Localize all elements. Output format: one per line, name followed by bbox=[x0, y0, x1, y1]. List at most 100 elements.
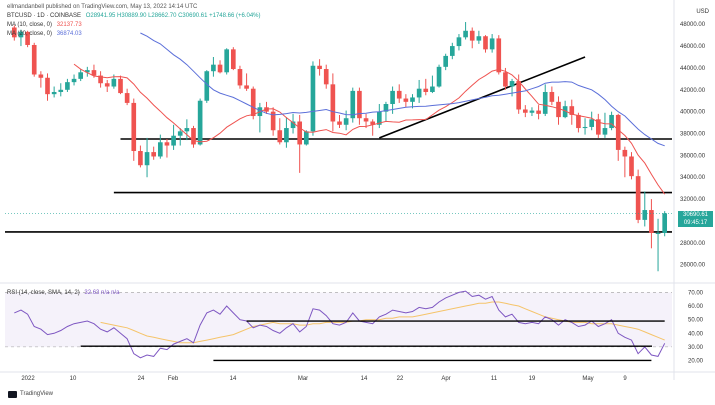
candle-body bbox=[423, 88, 429, 92]
candle-body bbox=[191, 128, 196, 145]
candle-body bbox=[237, 69, 243, 86]
candle bbox=[244, 73, 249, 91]
candle-body bbox=[416, 88, 422, 98]
candle-body bbox=[635, 176, 641, 220]
candle bbox=[138, 145, 143, 168]
candle bbox=[496, 35, 502, 75]
candle bbox=[522, 105, 528, 118]
candle-body bbox=[469, 30, 475, 41]
candle bbox=[489, 34, 495, 53]
legend-ma20[interactable]: MA (20, close, 0) 36874.03 bbox=[7, 31, 82, 37]
candle bbox=[144, 137, 150, 178]
candle-body bbox=[197, 100, 203, 145]
candle bbox=[151, 146, 157, 160]
candle-body bbox=[556, 101, 561, 118]
candle-body bbox=[337, 121, 342, 125]
legend-ma10-label: MA (10, close, 0) bbox=[7, 22, 53, 28]
candle-body bbox=[65, 82, 70, 90]
candle bbox=[403, 94, 409, 108]
time-tick-label: May bbox=[582, 376, 593, 382]
candle-body bbox=[569, 106, 575, 115]
candle bbox=[323, 64, 329, 89]
candle bbox=[303, 130, 309, 146]
candle-body bbox=[589, 119, 595, 127]
candle-body bbox=[562, 106, 568, 118]
legend-ma10-value: 32137.73 bbox=[56, 22, 82, 28]
candle-body bbox=[164, 142, 170, 146]
candle bbox=[449, 42, 455, 60]
candle bbox=[297, 114, 303, 173]
tradingview-watermark[interactable]: TradingView bbox=[8, 391, 53, 398]
candle-body bbox=[662, 213, 668, 233]
candle-body bbox=[536, 110, 541, 114]
candle-body bbox=[45, 77, 50, 95]
price-tick-label: 32000.00 bbox=[680, 197, 706, 203]
candle bbox=[65, 78, 70, 92]
candle-body bbox=[138, 151, 143, 166]
candle-body bbox=[111, 78, 117, 87]
candle-body bbox=[244, 85, 249, 89]
candle bbox=[436, 64, 442, 88]
candle bbox=[211, 57, 216, 77]
candle-body bbox=[642, 210, 648, 220]
candle-body bbox=[622, 149, 628, 157]
candle bbox=[383, 101, 389, 122]
candle-body bbox=[78, 72, 84, 79]
legend-ma10[interactable]: MA (10, close, 0) 32137.73 bbox=[7, 22, 82, 28]
candle-body bbox=[376, 111, 382, 125]
candle-body bbox=[151, 152, 157, 157]
candle-body bbox=[403, 98, 409, 102]
candle bbox=[237, 65, 243, 89]
candle-body bbox=[609, 114, 614, 129]
candle-body bbox=[363, 118, 369, 122]
candle-body bbox=[582, 126, 588, 129]
candle-body bbox=[330, 84, 336, 122]
price-tick-label: 34000.00 bbox=[680, 175, 706, 181]
candle-body bbox=[104, 83, 110, 87]
candle-body bbox=[71, 78, 77, 83]
candle-body bbox=[118, 78, 123, 94]
price-tick-label: 38000.00 bbox=[680, 132, 706, 138]
candle bbox=[277, 118, 283, 145]
candle-body bbox=[124, 93, 130, 103]
candle bbox=[396, 84, 402, 103]
price-tick-label: 40000.00 bbox=[680, 110, 706, 116]
candle bbox=[589, 111, 595, 131]
candle bbox=[556, 96, 561, 125]
candle-body bbox=[602, 128, 608, 135]
legend-ma20-value: 36874.03 bbox=[56, 31, 82, 37]
candle bbox=[443, 53, 449, 71]
candle-body bbox=[297, 121, 303, 145]
candle-body bbox=[383, 104, 389, 112]
candle-body bbox=[350, 90, 356, 119]
candle bbox=[376, 104, 382, 129]
candle bbox=[157, 134, 163, 159]
candle bbox=[224, 48, 230, 75]
candle-body bbox=[25, 31, 30, 45]
legend-rsi[interactable]: RSI (14, close, SMA, 14, 2) 32.63 n/a n/… bbox=[7, 290, 119, 296]
currency-label: USD bbox=[696, 9, 709, 15]
time-tick-label: 10 bbox=[70, 376, 77, 382]
candle bbox=[350, 87, 356, 123]
legend-rsi-values: 32.63 n/a n/a bbox=[84, 290, 120, 296]
candle-body bbox=[91, 70, 97, 76]
tradingview-logo-icon bbox=[8, 391, 17, 398]
last-price-badge: 30690.61 bbox=[678, 211, 713, 219]
candle bbox=[469, 27, 475, 49]
candle-body bbox=[489, 38, 495, 50]
candle-body bbox=[277, 130, 283, 143]
candle-body bbox=[529, 110, 535, 113]
candle bbox=[635, 169, 641, 224]
rsi-tick-label: 50.00 bbox=[688, 318, 704, 324]
candle-body bbox=[230, 49, 236, 70]
candle-body bbox=[317, 65, 322, 70]
candle-body bbox=[655, 232, 661, 234]
legend-main: BTCUSD · 1D · COINBASE O28941.95 H30889.… bbox=[7, 13, 261, 19]
candle bbox=[416, 79, 422, 103]
candle-body bbox=[649, 210, 654, 233]
candle-body bbox=[131, 102, 137, 152]
rsi-tick-label: 70.00 bbox=[688, 290, 704, 296]
publisher-caption: ellmandanbell published on TradingView.c… bbox=[7, 4, 198, 10]
